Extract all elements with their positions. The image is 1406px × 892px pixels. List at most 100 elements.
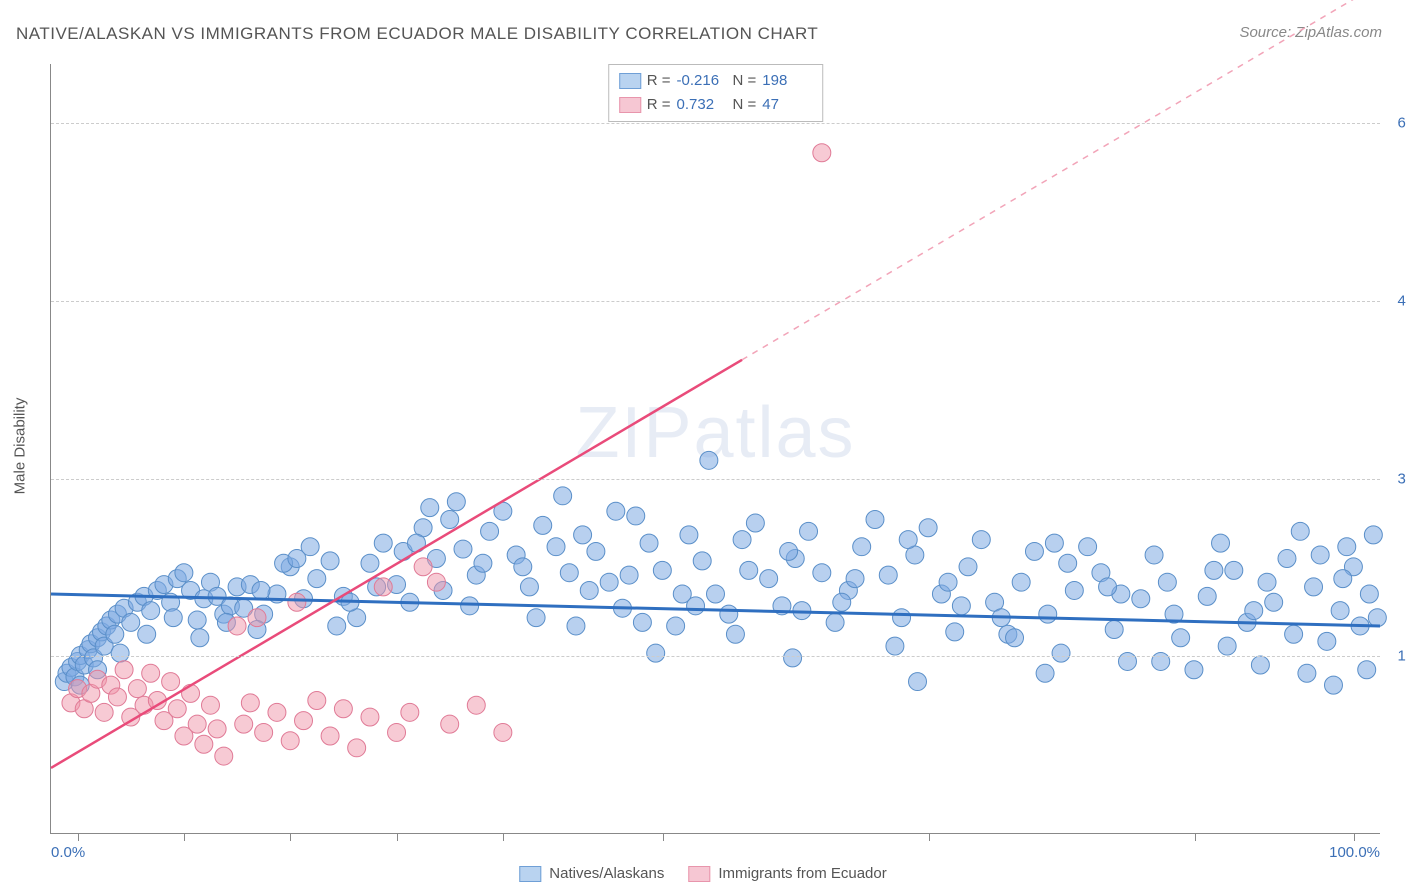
data-point <box>467 696 485 714</box>
data-point <box>328 617 346 635</box>
n-value-natives: 198 <box>762 69 812 93</box>
data-point <box>899 531 917 549</box>
r-value-natives: -0.216 <box>677 69 727 93</box>
data-point <box>1331 602 1349 620</box>
x-tick <box>397 833 398 841</box>
data-point <box>142 664 160 682</box>
data-point <box>726 625 744 643</box>
x-tick <box>78 833 79 841</box>
plot-area: ZIPatlas R = -0.216 N = 198 R = 0.732 N … <box>50 64 1380 834</box>
data-point <box>1285 625 1303 643</box>
data-point <box>1152 652 1170 670</box>
y-tick-label: 45.0% <box>1385 292 1406 309</box>
chart-title: NATIVE/ALASKAN VS IMMIGRANTS FROM ECUADO… <box>16 24 818 44</box>
data-point <box>760 570 778 588</box>
data-point <box>1059 554 1077 572</box>
data-point <box>421 499 439 517</box>
data-point <box>122 613 140 631</box>
data-point <box>560 564 578 582</box>
data-point <box>784 649 802 667</box>
data-point <box>348 739 366 757</box>
data-point <box>401 703 419 721</box>
data-point <box>633 613 651 631</box>
data-point <box>952 597 970 615</box>
data-point <box>461 597 479 615</box>
trend-line-ecuador-solid <box>51 360 742 768</box>
data-point <box>826 613 844 631</box>
data-point <box>1251 656 1269 674</box>
trend-line-ecuador-extrapolated <box>742 0 1380 360</box>
data-point <box>700 451 718 469</box>
data-point <box>295 712 313 730</box>
legend-swatch-blue <box>519 866 541 882</box>
data-point <box>162 673 180 691</box>
data-point <box>388 723 406 741</box>
data-point <box>111 644 129 662</box>
data-point <box>1298 664 1316 682</box>
data-point <box>879 566 897 584</box>
data-point <box>175 564 193 582</box>
data-point <box>972 531 990 549</box>
correlation-stats-box: R = -0.216 N = 198 R = 0.732 N = 47 <box>608 64 824 122</box>
gridline <box>51 123 1380 124</box>
data-point <box>427 573 445 591</box>
data-point <box>1358 661 1376 679</box>
x-tick <box>929 833 930 841</box>
n-label: N = <box>733 69 757 93</box>
data-point <box>321 552 339 570</box>
data-point <box>1305 578 1323 596</box>
data-point <box>1334 570 1352 588</box>
legend-label-ecuador: Immigrants from Ecuador <box>718 865 886 882</box>
gridline <box>51 656 1380 657</box>
data-point <box>959 558 977 576</box>
data-point <box>374 578 392 596</box>
data-point <box>800 522 818 540</box>
data-point <box>1265 593 1283 611</box>
data-point <box>1145 546 1163 564</box>
data-point <box>833 593 851 611</box>
y-tick-label: 15.0% <box>1385 648 1406 665</box>
data-point <box>268 703 286 721</box>
data-point <box>1324 676 1342 694</box>
data-point <box>441 510 459 528</box>
x-tick <box>1195 833 1196 841</box>
data-point <box>1291 522 1309 540</box>
data-point <box>108 688 126 706</box>
gridline <box>51 301 1380 302</box>
data-point <box>215 747 233 765</box>
data-point <box>321 727 339 745</box>
data-point <box>813 144 831 162</box>
x-tick <box>184 833 185 841</box>
data-point <box>567 617 585 635</box>
data-point <box>106 625 124 643</box>
data-point <box>241 694 259 712</box>
data-point <box>1118 652 1136 670</box>
data-point <box>361 554 379 572</box>
legend-item-natives: Natives/Alaskans <box>519 865 664 882</box>
data-point <box>191 629 209 647</box>
legend-item-ecuador: Immigrants from Ecuador <box>688 865 886 882</box>
data-point <box>1045 534 1063 552</box>
data-point <box>201 696 219 714</box>
data-point <box>514 558 532 576</box>
stats-row-natives: R = -0.216 N = 198 <box>619 69 813 93</box>
data-point <box>1225 561 1243 579</box>
y-tick-label: 60.0% <box>1385 115 1406 132</box>
data-point <box>733 531 751 549</box>
data-point <box>680 526 698 544</box>
data-point <box>866 510 884 528</box>
data-point <box>886 637 904 655</box>
data-point <box>481 522 499 540</box>
data-point <box>1025 542 1043 560</box>
data-point <box>1258 573 1276 591</box>
data-point <box>1218 637 1236 655</box>
data-point <box>182 684 200 702</box>
data-point <box>1039 605 1057 623</box>
data-point <box>1338 538 1356 556</box>
data-point <box>1172 629 1190 647</box>
source-attribution: Source: ZipAtlas.com <box>1239 24 1382 41</box>
data-point <box>627 507 645 525</box>
data-point <box>893 609 911 627</box>
data-point <box>693 552 711 570</box>
data-point <box>1105 621 1123 639</box>
